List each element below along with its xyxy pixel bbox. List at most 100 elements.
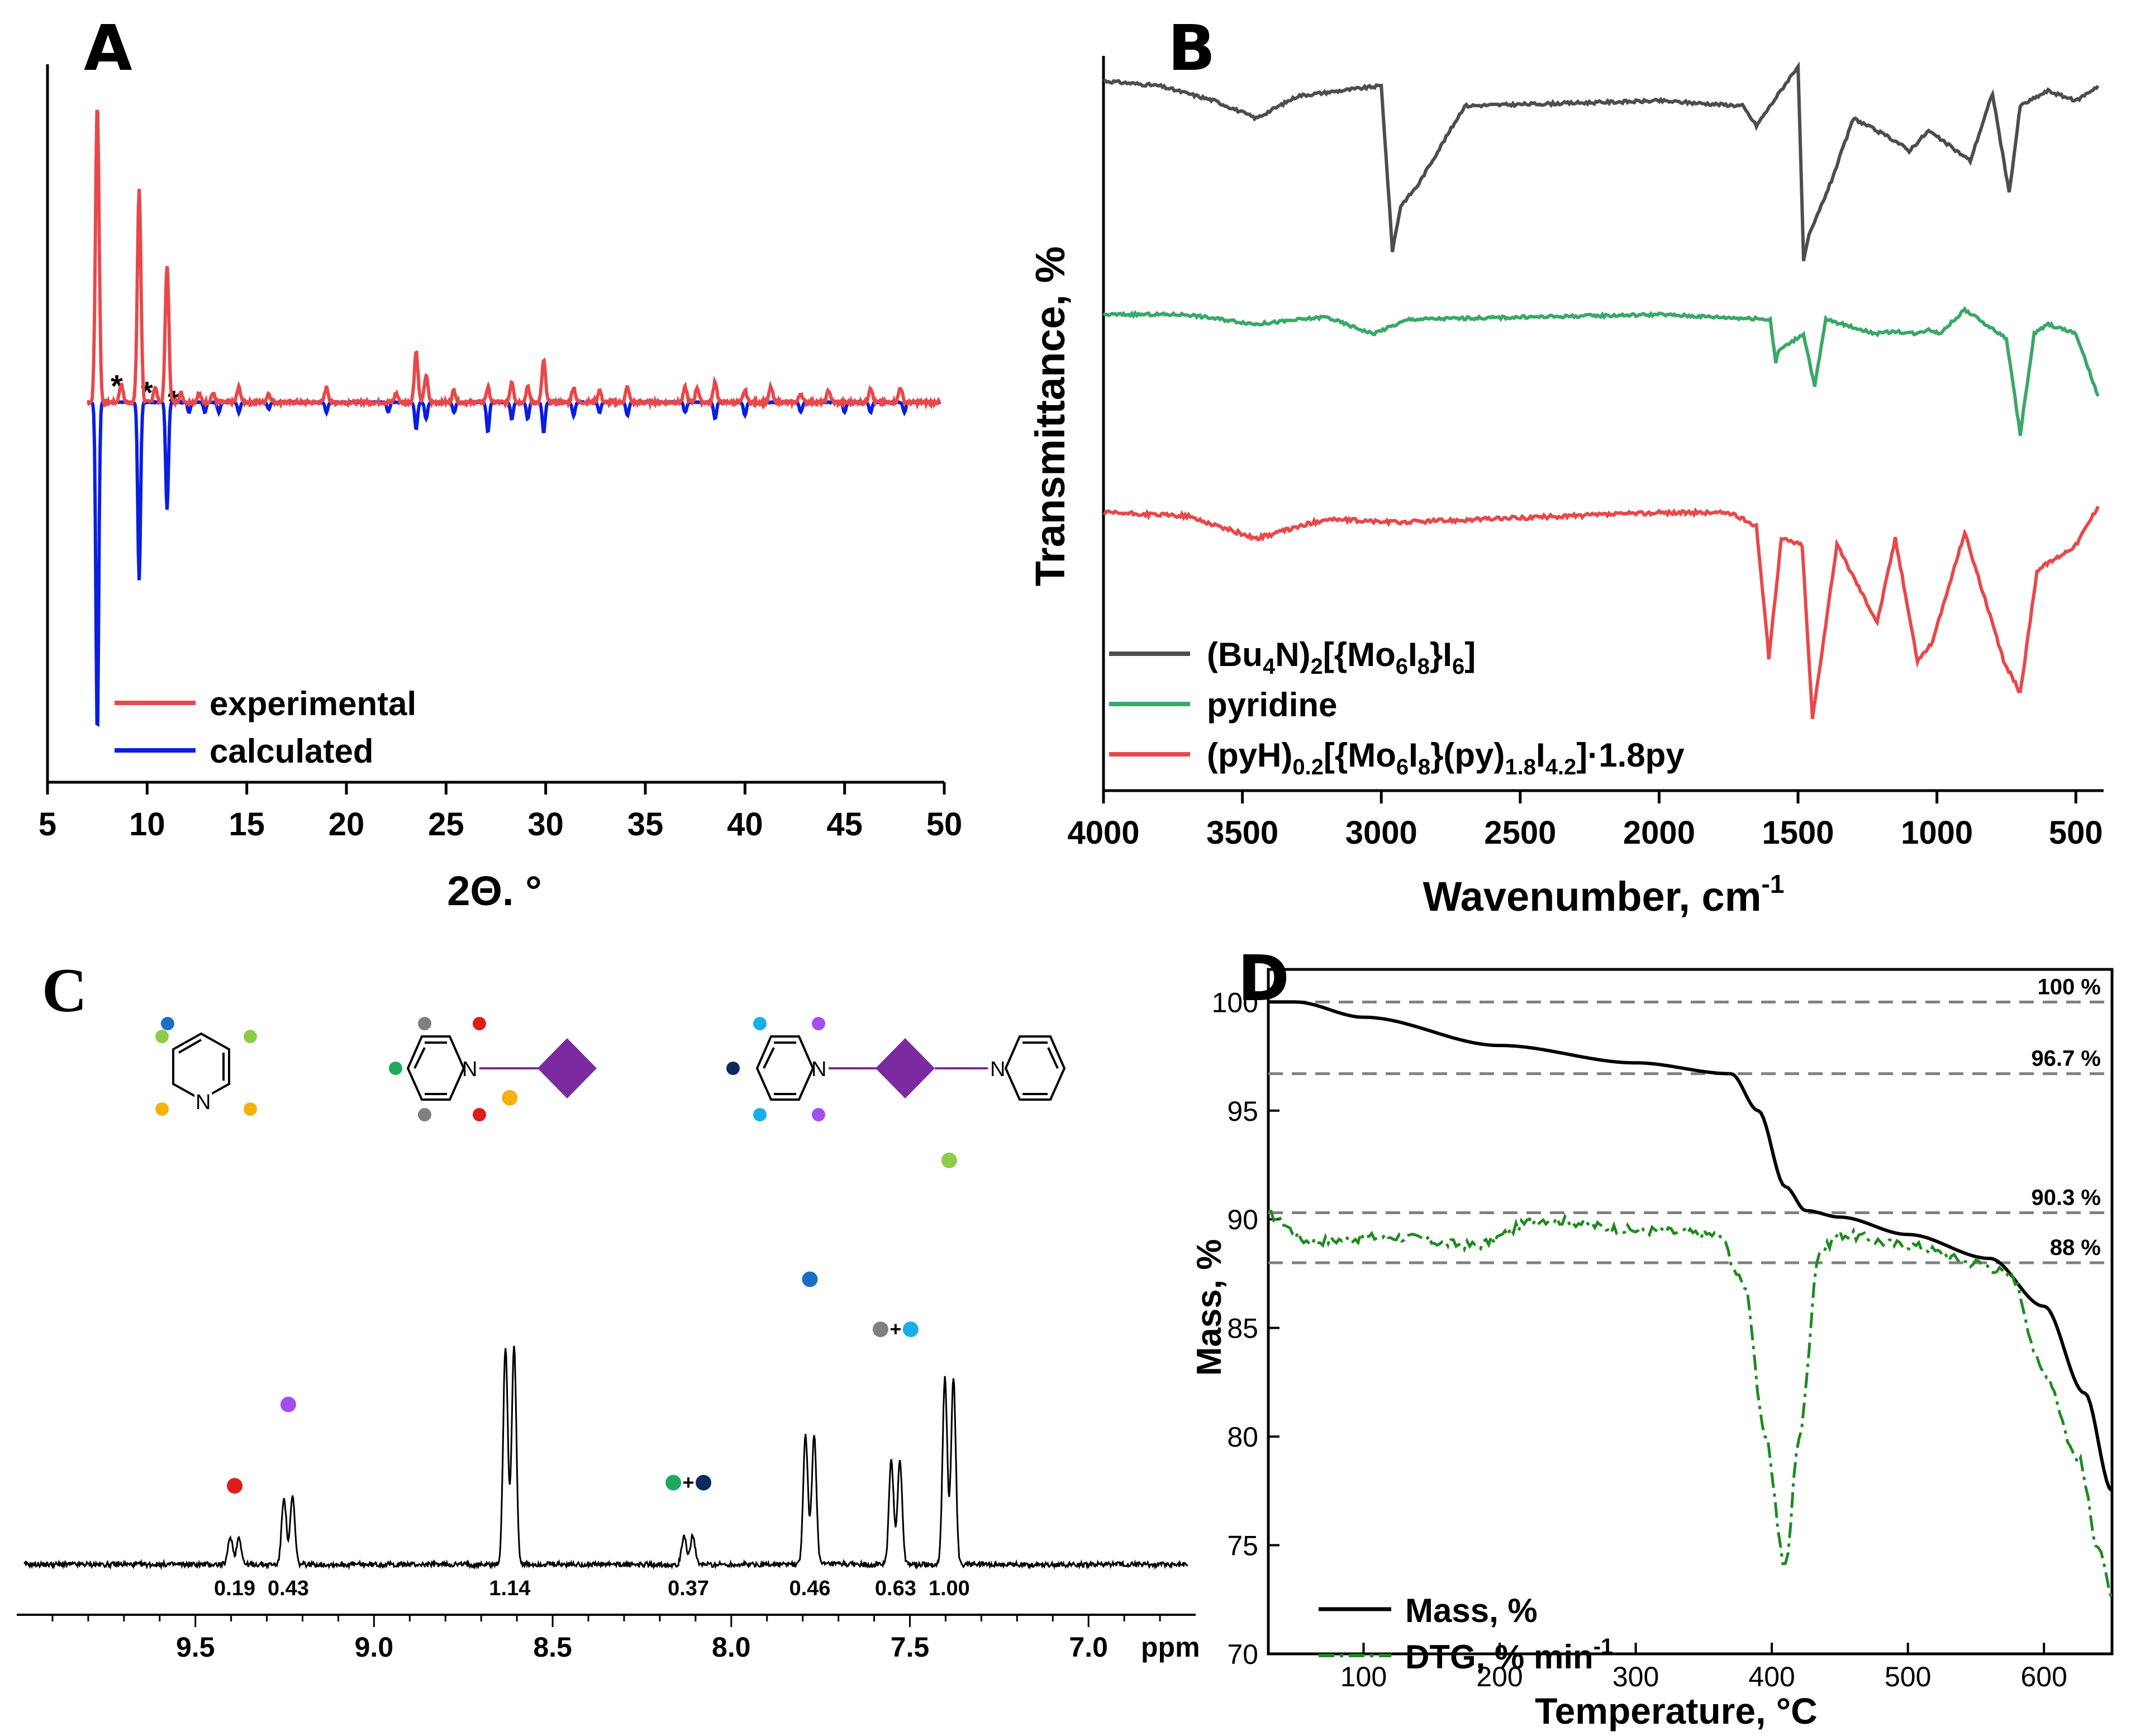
panel-a-x-tick-label: 35	[627, 806, 664, 843]
panel-b-legend: (Bu4N)2[{Mo6I8}I6] pyridine (pyH)0.2[{Mo…	[1109, 636, 1685, 779]
reference-line-label: 88 %	[2050, 1235, 2101, 1260]
marker-dot-cyan	[753, 1017, 767, 1030]
panel-b-x-tick-label: 4000	[1067, 815, 1139, 851]
panel-d-x-tick-label: 100	[1340, 1661, 1387, 1692]
peak-marker	[802, 1271, 818, 1287]
marker-dot-orange	[155, 1102, 169, 1116]
panel-d-x-tick-label: 600	[2021, 1661, 2067, 1692]
panel-b-x-tick-label: 1500	[1762, 815, 1834, 851]
integral-label: 0.63	[875, 1577, 916, 1600]
integral-label: 0.19	[214, 1577, 255, 1600]
peak-marker	[941, 1152, 957, 1168]
panel-d-y-tick-label: 70	[1227, 1639, 1258, 1670]
coordinated-n-label: N	[462, 1058, 477, 1081]
panel-a-x-tick-label: 20	[329, 806, 365, 843]
panel-d-x-tick-label: 400	[1748, 1661, 1795, 1692]
panel-d-y-tick-label: 95	[1227, 1096, 1258, 1127]
marker-dot-red	[473, 1108, 486, 1121]
reference-line-label: 100 %	[2038, 974, 2101, 999]
calculated-series-line	[87, 399, 941, 727]
panel-a-letter: A	[84, 12, 132, 85]
legend-label-pyridine: pyridine	[1207, 686, 1337, 724]
panel-b-x-tick-label: 500	[2049, 815, 2103, 851]
marker-dot-lightgreen	[244, 1030, 257, 1043]
bu4n-complex-series-line	[1103, 61, 2100, 261]
bis-n-label-left: N	[811, 1058, 826, 1081]
mass-series-line	[1268, 1000, 2114, 1492]
marker-dot-gray	[418, 1108, 431, 1121]
coordinated-pyridine-structure	[406, 1035, 465, 1101]
panel-a-x-tick-label: 15	[229, 806, 265, 843]
marker-dot-purple	[812, 1108, 825, 1121]
panel-d-x-tick-label: 500	[1885, 1661, 1931, 1692]
panel-d-frame	[1267, 968, 2114, 1656]
panel-a-x-tick-label: 45	[826, 806, 863, 843]
pyh-complex-series-line	[1103, 506, 2100, 720]
panel-c-letter: C	[42, 956, 87, 1025]
peak-marker	[872, 1321, 888, 1338]
panel-d: D 100 %96.7 %90.3 %88 % 100 200 300 400 500 6…	[1190, 943, 2114, 1732]
integral-label: 0.46	[789, 1577, 830, 1600]
pyridine-n-label-text: N	[196, 1091, 211, 1114]
integral-label: 0.43	[268, 1577, 309, 1600]
panel-d-y-tick-label: 85	[1227, 1313, 1258, 1344]
integral-label: 0.37	[668, 1577, 709, 1600]
peak-marker	[280, 1396, 296, 1412]
panel-d-x-axis-title: Temperature, °C	[1535, 1690, 1818, 1732]
panel-b-x-axis-title-sup: -1	[1762, 869, 1785, 898]
panel-c-x-tick-label: 7.0	[1069, 1632, 1108, 1663]
legend-label-dtg: DTG, % min-1	[1405, 1634, 1613, 1676]
pyridine-structure	[172, 1032, 230, 1101]
panel-a-legend: experimental calculated	[115, 685, 416, 770]
legend-label-bu4n-complex: (Bu4N)2[{Mo6I8}I6]	[1207, 636, 1476, 679]
panel-b: B 4000 3500 3000 2500 2000 1500 1000 500 Transm…	[1027, 12, 2104, 920]
peak-marker-plus: +	[889, 1318, 901, 1340]
panel-a-x-tick-label: 30	[527, 806, 564, 843]
panel-d-x-tick-label: 300	[1612, 1661, 1659, 1692]
panel-a-x-tick-label: 10	[129, 806, 165, 843]
integral-label: 1.14	[489, 1577, 530, 1600]
marker-dot-red	[473, 1017, 486, 1030]
cluster-diamond	[537, 1038, 597, 1098]
panel-c-x-tick-label: 9.5	[176, 1632, 215, 1663]
panel-b-x-axis-title-text: Wavenumber, cm	[1423, 873, 1762, 920]
panel-b-x-tick-label: 2500	[1484, 815, 1556, 851]
marker-dot-purple	[812, 1017, 825, 1030]
panel-b-y-axis-title: Transmittance, %	[1027, 246, 1073, 587]
peak-marker	[902, 1321, 919, 1338]
pyridine-series-line	[1102, 306, 2100, 436]
marker-dot-cyan	[753, 1108, 767, 1121]
panel-a-x-tick-label: 40	[727, 806, 763, 843]
reference-line-label: 90.3 %	[2031, 1186, 2101, 1210]
panel-b-x-tick-label: 2000	[1623, 815, 1695, 851]
marker-dot-lightgreen	[155, 1030, 169, 1043]
panel-d-legend: Mass, % DTG, % min-1	[1319, 1592, 1613, 1676]
experimental-series-line	[87, 109, 941, 411]
panel-c-x-axis-unit: ppm	[1141, 1632, 1200, 1663]
panel-b-letter: B	[1168, 12, 1215, 85]
panel-d-x-tick-label: 200	[1476, 1661, 1523, 1692]
panel-c-x-tick-label: 8.0	[712, 1632, 751, 1663]
panel-c-x-tick-label: 8.5	[533, 1632, 572, 1663]
panel-b-x-tick-label: 3000	[1345, 815, 1418, 851]
panel-d-y-tick-label: 90	[1227, 1204, 1258, 1235]
peak-marker	[502, 1090, 518, 1106]
marker-dot-blue	[161, 1017, 174, 1030]
panel-b-x-tick-label: 1000	[1901, 815, 1973, 851]
panel-a-x-tick-label: 25	[428, 806, 464, 843]
dtg-series-line	[1268, 1210, 2114, 1600]
panel-a: A 5 10 15 20 25 30 35 40 45 50 * * * experimental…	[39, 12, 962, 914]
panel-a-x-tick-label: 5	[39, 806, 56, 843]
panel-b-x-tick-label: 3500	[1206, 815, 1278, 851]
bis-pyridine-structure	[755, 1035, 1066, 1101]
panel-c-x-tick-label: 7.5	[891, 1632, 930, 1663]
panel-c-x-tick-label: 9.0	[355, 1632, 394, 1663]
panel-d-y-tick-label: 100	[1212, 987, 1258, 1018]
integral-label: 1.00	[929, 1577, 970, 1600]
legend-label-pyh-complex: (pyH)0.2[{Mo6I8}(py)1.8I4.2]·1.8py	[1207, 736, 1685, 779]
panel-d-y-axis-title: Mass, %	[1190, 1239, 1229, 1376]
peak-marker	[665, 1475, 682, 1491]
reference-line-label: 96.7 %	[2031, 1047, 2101, 1071]
peak-marker	[696, 1475, 712, 1491]
